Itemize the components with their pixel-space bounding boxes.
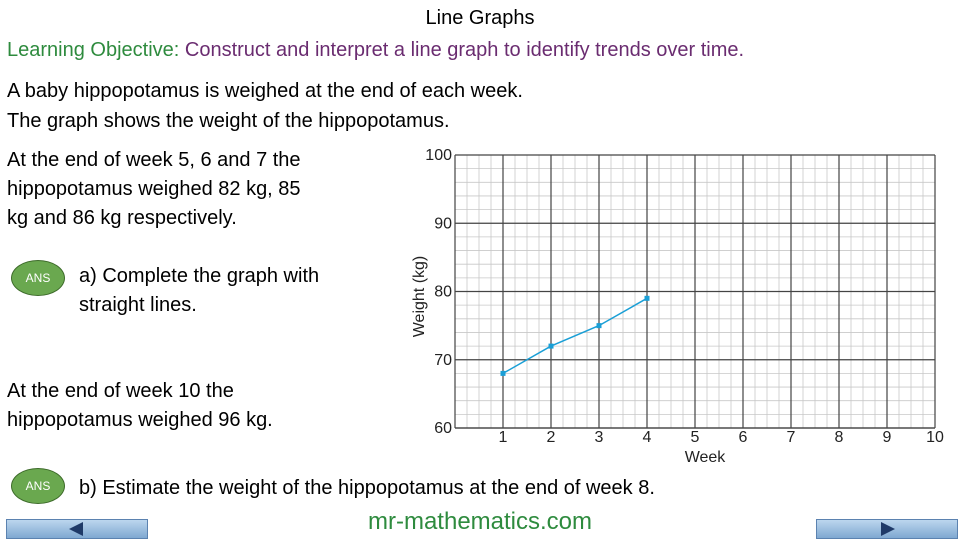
answer-button[interactable]: ANS bbox=[11, 260, 65, 296]
line bbox=[502, 297, 648, 375]
x-axis-label: Week bbox=[685, 449, 727, 466]
intro-line: The graph shows the weight of the hippop… bbox=[7, 110, 450, 132]
x-tick-label: 4 bbox=[643, 429, 652, 446]
info-line: hippopotamus weighed 96 kg. bbox=[7, 409, 273, 431]
info-line: kg and 86 kg respectively. bbox=[7, 207, 237, 229]
question-line: b) Estimate the weight of the hippopotam… bbox=[79, 477, 655, 499]
info-line: hippopotamus weighed 82 kg, 85 bbox=[7, 178, 301, 200]
x-tick-label: 7 bbox=[787, 429, 796, 446]
info-line: At the end of week 10 the bbox=[7, 380, 234, 402]
x-tick-label: 2 bbox=[547, 429, 556, 446]
x-tick-label: 10 bbox=[926, 429, 944, 446]
point bbox=[644, 295, 650, 301]
point bbox=[596, 323, 602, 329]
answer-button[interactable]: ANS bbox=[11, 468, 65, 504]
prev-button[interactable] bbox=[6, 519, 148, 539]
footer: mr-mathematics.com bbox=[367, 508, 593, 535]
intro-line: A baby hippopotamus is weighed at the en… bbox=[7, 80, 523, 102]
x-tick-label: 8 bbox=[835, 429, 844, 446]
info-line: At the end of week 5, 6 and 7 the bbox=[7, 149, 301, 171]
prev-arrow bbox=[69, 522, 83, 536]
next-arrow bbox=[881, 522, 895, 536]
point bbox=[500, 370, 506, 376]
x-tick-label: 1 bbox=[499, 429, 508, 446]
x-tick-label: 3 bbox=[595, 429, 604, 446]
y-axis-label: Weight (kg) bbox=[411, 256, 428, 338]
y-tick-label: 60 bbox=[434, 420, 452, 437]
x-tick-label: 5 bbox=[691, 429, 700, 446]
y-tick-label: 70 bbox=[434, 352, 452, 369]
objective-text: Construct and interpret a line graph to … bbox=[184, 39, 745, 61]
y-tick-label: 100 bbox=[425, 147, 452, 164]
objective: Learning Objective: Construct and interp… bbox=[7, 36, 744, 64]
question-line: a) Complete the graph with bbox=[79, 265, 320, 287]
objective-label: Learning Objective: bbox=[7, 39, 180, 61]
next-button[interactable] bbox=[816, 519, 958, 539]
y-tick-label: 80 bbox=[434, 284, 452, 301]
y-tick-label: 90 bbox=[434, 215, 452, 232]
x-tick-label: 9 bbox=[883, 429, 892, 446]
point bbox=[548, 343, 554, 349]
question-line: straight lines. bbox=[79, 294, 197, 316]
title: Line Graphs bbox=[425, 7, 535, 29]
x-tick-label: 6 bbox=[739, 429, 748, 446]
